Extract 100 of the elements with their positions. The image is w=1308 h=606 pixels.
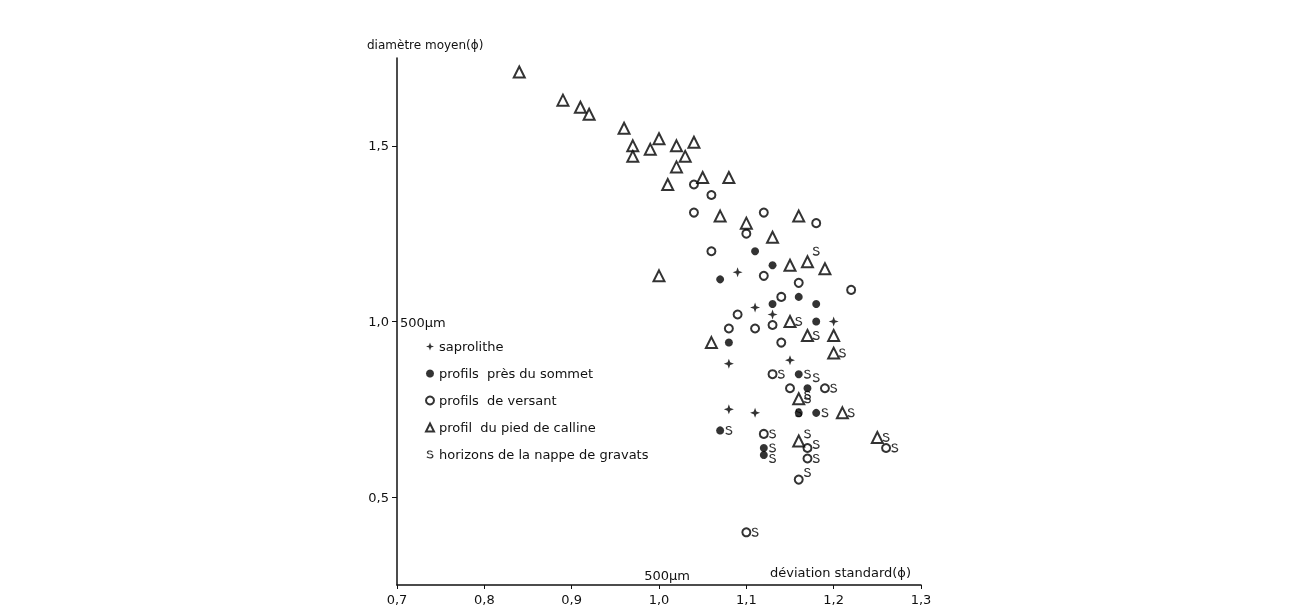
x-axis-title: déviation standard(ϕ) xyxy=(770,565,911,580)
point xyxy=(750,302,761,313)
point xyxy=(723,404,734,415)
point xyxy=(792,392,806,406)
point xyxy=(785,383,795,394)
point xyxy=(751,247,760,256)
point xyxy=(723,358,734,369)
point xyxy=(652,132,666,146)
x-tick-label: 0,7 xyxy=(386,592,408,606)
point xyxy=(870,430,884,444)
point xyxy=(769,454,777,464)
point xyxy=(732,267,743,278)
point xyxy=(803,394,811,404)
legend-label: saprolithe xyxy=(439,339,504,354)
point xyxy=(811,218,822,229)
point xyxy=(626,149,640,163)
x-tick-label: 1,3 xyxy=(910,592,932,606)
point xyxy=(827,346,841,360)
point xyxy=(617,121,631,135)
point xyxy=(688,207,699,218)
point xyxy=(556,93,570,107)
point xyxy=(835,406,849,420)
point xyxy=(758,428,769,439)
point xyxy=(769,429,777,439)
point xyxy=(687,135,701,149)
point xyxy=(812,331,820,341)
point xyxy=(750,407,761,418)
point xyxy=(776,337,787,348)
point xyxy=(794,292,803,301)
point xyxy=(767,320,778,331)
point xyxy=(818,262,832,276)
point xyxy=(846,284,857,295)
point xyxy=(758,207,769,218)
point xyxy=(812,317,821,326)
point xyxy=(783,258,797,272)
point xyxy=(741,228,752,239)
point xyxy=(792,434,806,448)
point xyxy=(769,443,777,453)
point xyxy=(838,348,846,358)
point xyxy=(803,468,811,478)
x-tick-label: 0,9 xyxy=(561,592,583,606)
point xyxy=(793,277,804,288)
x-tick-label: 0,8 xyxy=(473,592,495,606)
point xyxy=(512,65,526,79)
point xyxy=(812,408,821,417)
point xyxy=(812,439,820,449)
point xyxy=(812,299,821,308)
point xyxy=(819,383,830,394)
point xyxy=(827,329,841,343)
x-tick-label: 1,0 xyxy=(648,592,670,606)
point xyxy=(706,246,717,257)
point xyxy=(828,316,839,327)
point xyxy=(776,291,787,302)
point xyxy=(669,139,683,153)
point xyxy=(706,190,717,201)
annotation: 500µm xyxy=(644,568,690,583)
point xyxy=(751,527,759,537)
point xyxy=(758,270,769,281)
point xyxy=(643,142,657,156)
point xyxy=(759,443,768,452)
point xyxy=(722,170,736,184)
point xyxy=(783,315,797,328)
point xyxy=(759,451,768,459)
point xyxy=(725,425,733,435)
point xyxy=(716,275,725,284)
point xyxy=(777,369,785,379)
point xyxy=(767,369,778,380)
legend-label: profil du pied de calline xyxy=(439,420,596,435)
point xyxy=(792,209,806,223)
point xyxy=(803,369,811,379)
point xyxy=(768,261,777,270)
y-axis-title: diamètre moyen(ϕ) xyxy=(367,37,484,52)
point xyxy=(724,338,733,347)
annotation: 500µm xyxy=(400,314,446,330)
point xyxy=(669,160,683,174)
point xyxy=(766,230,780,244)
point xyxy=(739,216,753,230)
point xyxy=(830,383,838,393)
legend-label: profils près du sommet xyxy=(439,366,594,381)
point xyxy=(793,474,804,485)
point xyxy=(716,426,725,435)
point xyxy=(661,177,675,191)
point xyxy=(768,299,777,308)
point xyxy=(688,179,699,190)
point xyxy=(678,149,692,163)
point xyxy=(785,355,795,366)
point xyxy=(800,329,814,343)
y-tick-label: 1,0 xyxy=(368,314,389,329)
x-tick-label: 1,2 xyxy=(823,592,845,606)
point xyxy=(800,255,814,269)
point xyxy=(795,317,803,326)
point xyxy=(696,170,710,184)
point xyxy=(767,309,778,320)
point xyxy=(812,454,820,464)
point xyxy=(732,309,743,320)
y-tick-label: 0,5 xyxy=(368,489,389,505)
y-tick-label: 1,5 xyxy=(368,138,389,154)
point xyxy=(573,100,587,114)
point xyxy=(802,442,813,453)
point xyxy=(750,323,761,334)
